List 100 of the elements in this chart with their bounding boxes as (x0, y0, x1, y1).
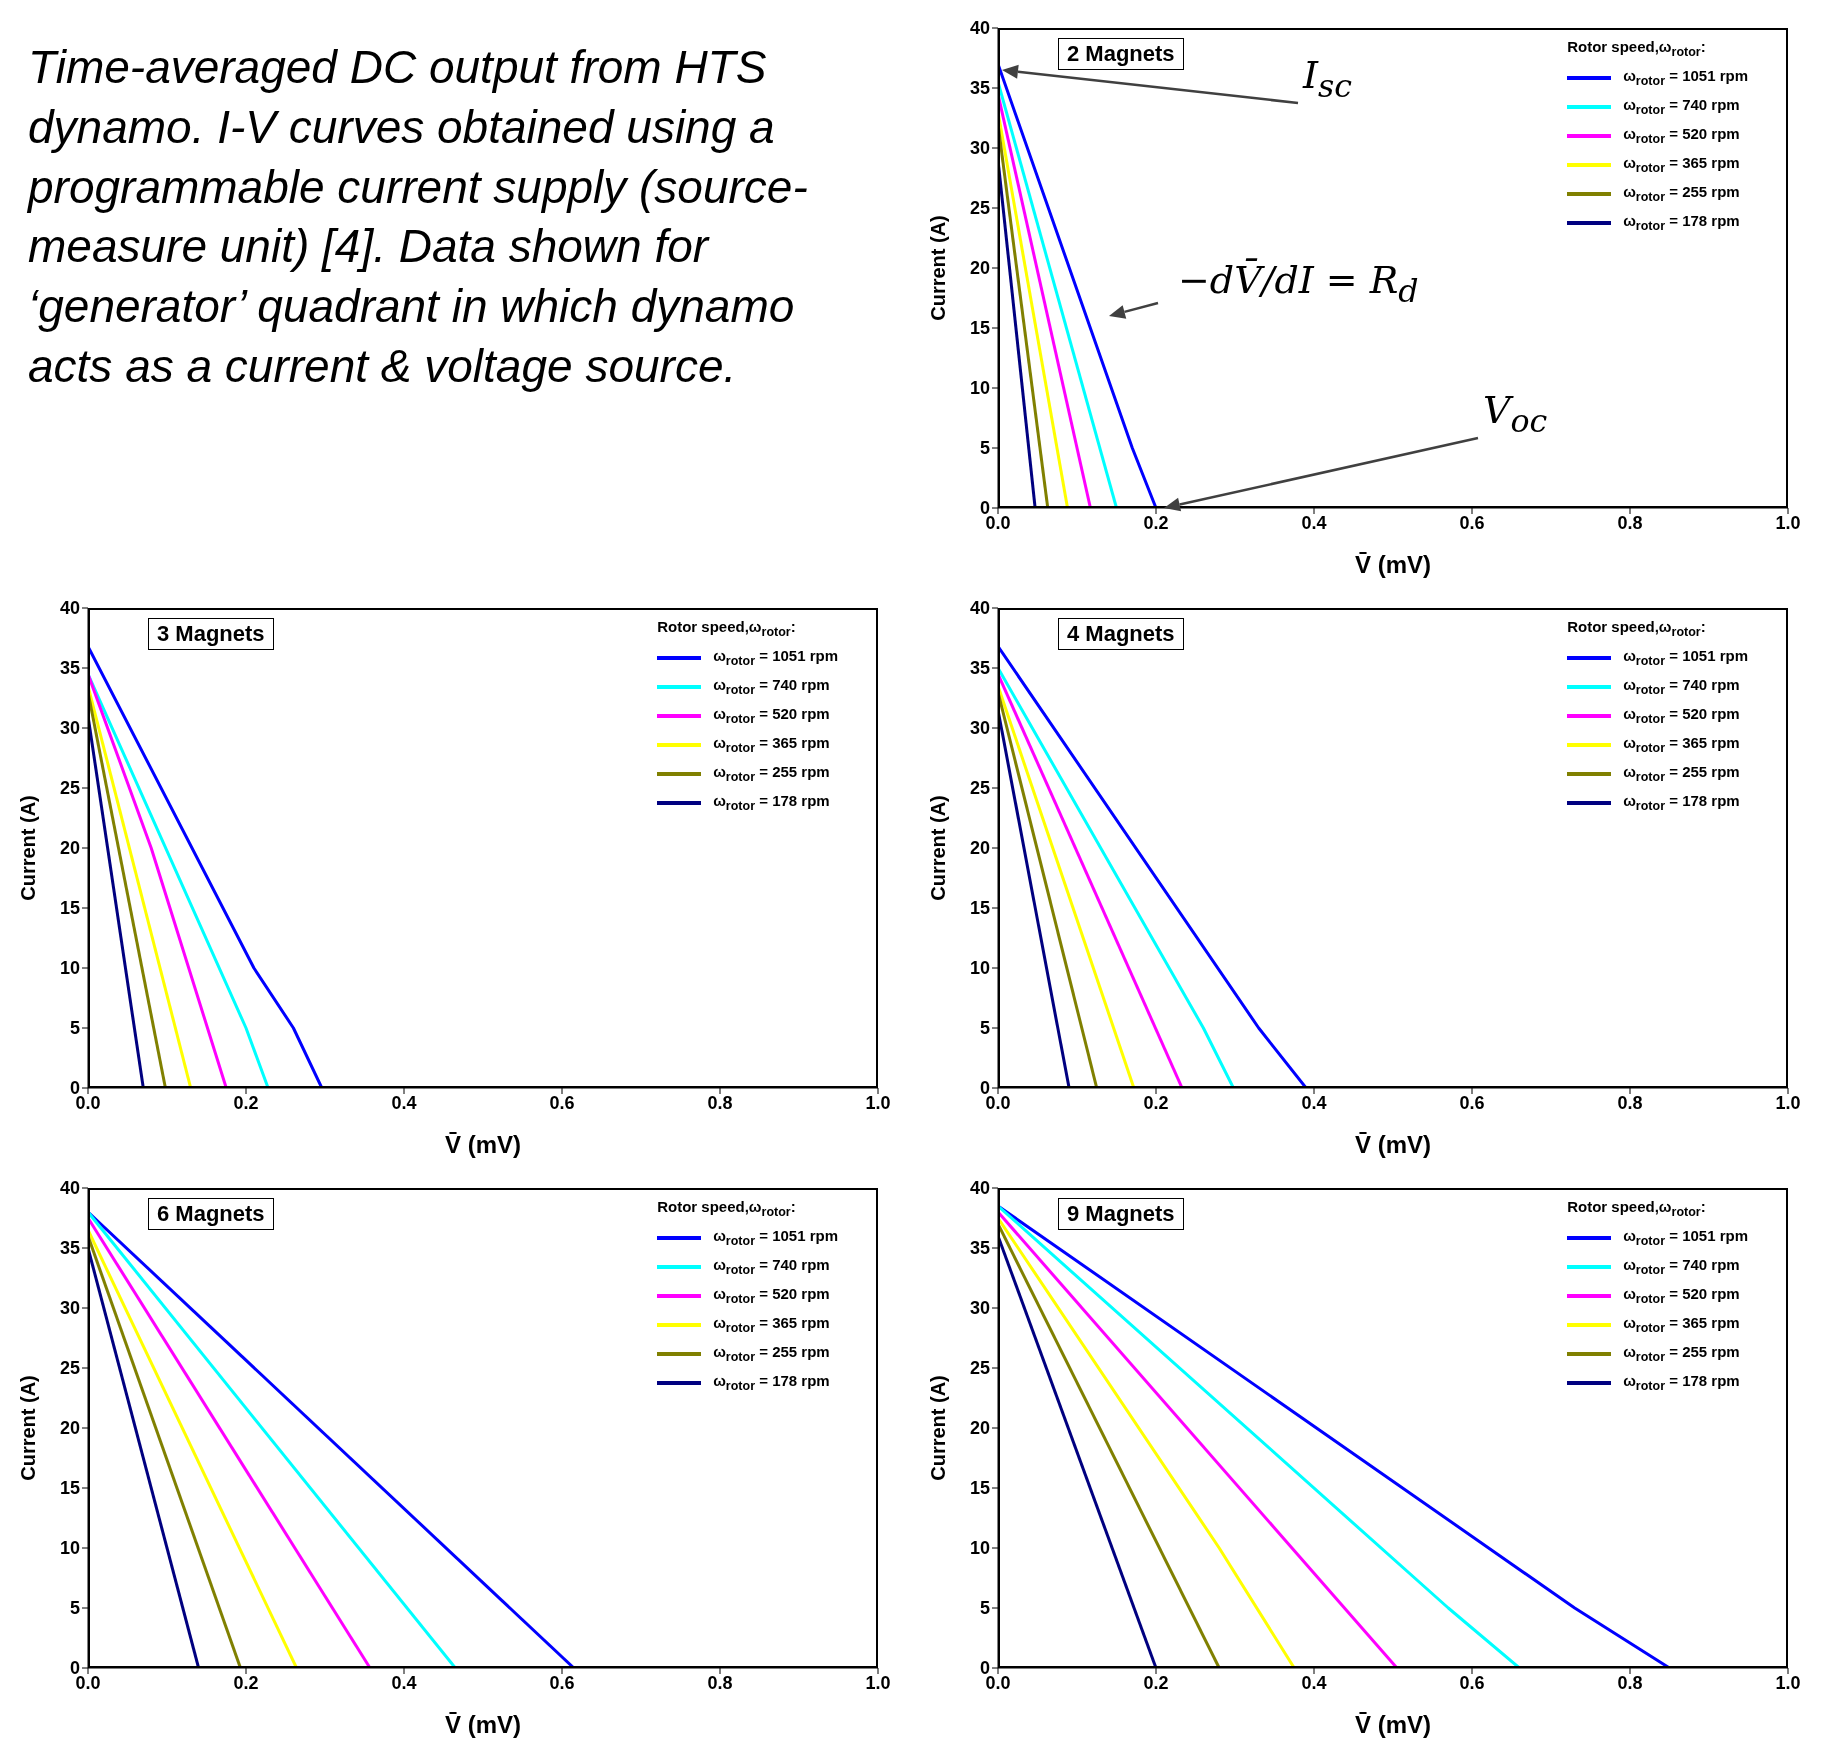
y-tick-label: 25 (969, 1358, 990, 1379)
y-tick-label: 15 (969, 1478, 990, 1499)
x-tick-label: 0.6 (549, 1092, 575, 1113)
legend-label: ω$_{rotor}$ = 740 rpm (1623, 676, 1740, 697)
y-tick-label: 20 (59, 1418, 80, 1439)
y-tick-label: 5 (979, 438, 990, 459)
y-tick-label: 5 (979, 1018, 990, 1039)
annotation: V$_{oc}$ (1483, 388, 1548, 439)
legend-label: ω$_{rotor}$ = 740 rpm (1623, 1256, 1740, 1277)
y-tick-label: 40 (59, 598, 80, 619)
x-tick-label: 0.4 (391, 1092, 417, 1113)
x-tick-label: 1.0 (1775, 512, 1801, 533)
legend-label: ω$_{rotor}$ = 365 rpm (713, 1314, 830, 1335)
y-tick-label: 10 (59, 1538, 80, 1559)
legend-label: ω$_{rotor}$ = 255 rpm (1623, 183, 1740, 204)
y-tick-label: 25 (59, 1358, 80, 1379)
y-axis-title: Current (A) (927, 1375, 950, 1481)
x-tick-label: 0.4 (1301, 512, 1327, 533)
legend-label: ω$_{rotor}$ = 178 rpm (1623, 1372, 1740, 1393)
y-tick-label: 30 (969, 138, 990, 159)
legend-label: ω$_{rotor}$ = 520 rpm (1623, 125, 1740, 146)
legend-title: Rotor speed,ω$_{rotor}$: (1567, 38, 1706, 59)
y-tick-label: 35 (59, 1238, 80, 1259)
legend-label: ω$_{rotor}$ = 520 rpm (713, 705, 830, 726)
annotation: −dV̄/dI = R$_{d}$ (1178, 258, 1419, 309)
y-tick-label: 15 (59, 1478, 80, 1499)
x-tick-label: 0.4 (1301, 1092, 1327, 1113)
y-tick-label: 30 (59, 1298, 80, 1319)
legend-label: ω$_{rotor}$ = 1051 rpm (713, 1227, 838, 1248)
legend-label: ω$_{rotor}$ = 178 rpm (1623, 792, 1740, 813)
legend-label: ω$_{rotor}$ = 1051 rpm (1623, 67, 1748, 88)
y-tick-label: 5 (979, 1598, 990, 1619)
y-tick-label: 25 (969, 198, 990, 219)
y-tick-label: 40 (59, 1178, 80, 1199)
x-tick-label: 0.8 (1617, 1672, 1643, 1693)
text: 3 Magnets (157, 621, 265, 646)
y-tick-label: 10 (59, 958, 80, 979)
y-tick-label: 20 (59, 838, 80, 859)
y-tick-label: 30 (59, 718, 80, 739)
y-tick-label: 20 (969, 1418, 990, 1439)
legend-label: ω$_{rotor}$ = 178 rpm (713, 1372, 830, 1393)
y-tick-label: 5 (69, 1598, 80, 1619)
x-tick-label: 0.2 (1143, 1672, 1169, 1693)
x-tick-label: 1.0 (1775, 1092, 1801, 1113)
annotation: I$_{sc}$ (1303, 53, 1352, 104)
legend-label: ω$_{rotor}$ = 1051 rpm (1623, 647, 1748, 668)
y-tick-label: 15 (59, 898, 80, 919)
x-tick-label: 0.2 (1143, 512, 1169, 533)
legend-title: Rotor speed,ω$_{rotor}$: (1567, 618, 1706, 639)
x-tick-label: 0.8 (1617, 1092, 1643, 1113)
x-tick-label: 0.2 (233, 1092, 259, 1113)
x-tick-label: 1.0 (865, 1092, 891, 1113)
y-tick-label: 35 (969, 78, 990, 99)
x-tick-label: 0.6 (549, 1672, 575, 1693)
y-axis-title: Current (A) (17, 795, 40, 901)
y-axis-title: Current (A) (17, 1375, 40, 1481)
y-tick-label: 15 (969, 318, 990, 339)
y-tick-label: 10 (969, 378, 990, 399)
y-tick-label: 25 (59, 778, 80, 799)
legend-label: ω$_{rotor}$ = 255 rpm (713, 1343, 830, 1364)
y-tick-label: 5 (69, 1018, 80, 1039)
legend-label: ω$_{rotor}$ = 740 rpm (713, 1256, 830, 1277)
legend-label: ω$_{rotor}$ = 740 rpm (713, 676, 830, 697)
x-axis-title: V̄ (mV) (444, 1131, 522, 1158)
x-axis-title: V̄ (mV) (1354, 1711, 1432, 1738)
x-tick-label: 0.4 (391, 1672, 417, 1693)
x-tick-label: 0.2 (1143, 1092, 1169, 1113)
legend-label: ω$_{rotor}$ = 740 rpm (1623, 96, 1740, 117)
legend-label: ω$_{rotor}$ = 520 rpm (1623, 1285, 1740, 1306)
legend-label: ω$_{rotor}$ = 1051 rpm (1623, 1227, 1748, 1248)
legend-title: Rotor speed,ω$_{rotor}$: (657, 618, 796, 639)
y-tick-label: 30 (969, 1298, 990, 1319)
legend-label: ω$_{rotor}$ = 178 rpm (1623, 212, 1740, 233)
x-tick-label: 1.0 (1775, 1672, 1801, 1693)
legend-label: ω$_{rotor}$ = 365 rpm (1623, 1314, 1740, 1335)
text: 9 Magnets (1067, 1201, 1175, 1226)
legend-label: ω$_{rotor}$ = 1051 rpm (713, 647, 838, 668)
x-tick-label: 0.6 (1459, 1092, 1485, 1113)
y-tick-label: 20 (969, 838, 990, 859)
x-axis-title: V̄ (mV) (1354, 551, 1432, 578)
x-axis-title: V̄ (mV) (444, 1711, 522, 1738)
x-tick-label: 0.8 (1617, 512, 1643, 533)
x-tick-label: 0.8 (707, 1672, 733, 1693)
legend-label: ω$_{rotor}$ = 255 rpm (713, 763, 830, 784)
x-tick-label: 1.0 (865, 1672, 891, 1693)
x-tick-label: 0.8 (707, 1092, 733, 1113)
text: 4 Magnets (1067, 621, 1175, 646)
text: 6 Magnets (157, 1201, 265, 1226)
y-tick-label: 35 (59, 658, 80, 679)
y-tick-label: 40 (969, 18, 990, 39)
legend-label: ω$_{rotor}$ = 255 rpm (1623, 1343, 1740, 1364)
legend-label: ω$_{rotor}$ = 520 rpm (1623, 705, 1740, 726)
y-axis-title: Current (A) (927, 795, 950, 901)
legend-label: ω$_{rotor}$ = 255 rpm (1623, 763, 1740, 784)
y-tick-label: 20 (969, 258, 990, 279)
x-tick-label: 0.6 (1459, 512, 1485, 533)
legend-title: Rotor speed,ω$_{rotor}$: (1567, 1198, 1706, 1219)
y-tick-label: 30 (969, 718, 990, 739)
legend-title: Rotor speed,ω$_{rotor}$: (657, 1198, 796, 1219)
x-axis-title: V̄ (mV) (1354, 1131, 1432, 1158)
